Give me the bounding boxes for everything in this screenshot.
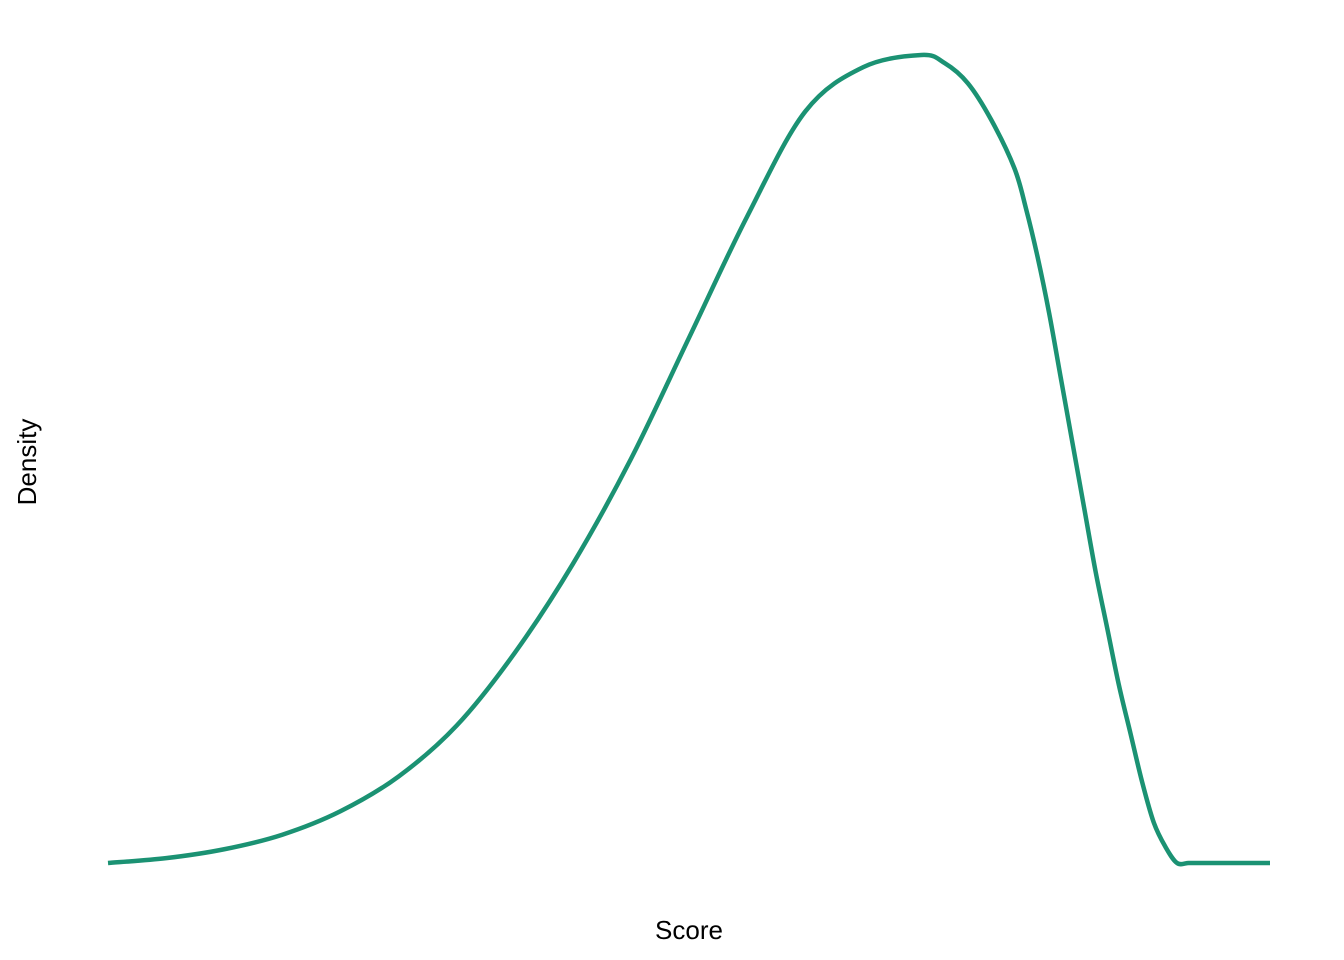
x-axis-label: Score (655, 915, 723, 945)
plot-area (107, 52, 1270, 867)
y-axis-label: Density (12, 419, 42, 506)
density-curve-line (107, 52, 1270, 867)
